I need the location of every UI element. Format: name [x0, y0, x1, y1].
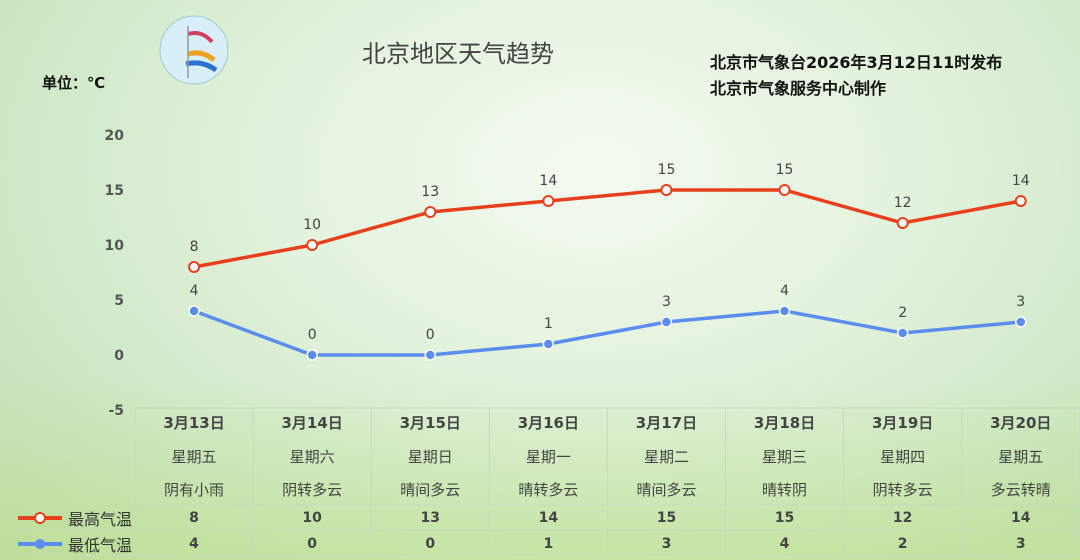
low-temp-point: [1015, 316, 1027, 328]
low-temp-data-label: 2: [898, 305, 907, 321]
high-temp-data-label: 15: [776, 162, 794, 178]
weather-label: 晴转多云: [518, 481, 578, 499]
high-temp-point: [896, 217, 909, 229]
issuer-line-1: 北京市气象台2026年3月12日11时发布: [710, 53, 1003, 72]
high-temp-point: [778, 184, 791, 196]
legend-high-marker-icon: [18, 512, 62, 524]
high-temp-point: [424, 206, 437, 218]
date-label: 3月15日: [400, 414, 461, 432]
high-temp-point: [306, 239, 319, 251]
low-temp-point: [188, 305, 200, 317]
low-temp-data-label: 0: [308, 327, 317, 343]
low-temp-point: [660, 316, 673, 328]
weather-label: 阴转多云: [282, 481, 342, 499]
table-high-value: 15: [775, 510, 794, 526]
table-low-value: 2: [898, 536, 908, 552]
table-high-value: 8: [189, 510, 199, 526]
date-label: 3月19日: [872, 414, 933, 432]
weekday-label: 星期一: [526, 448, 571, 466]
low-temp-data-label: 3: [1016, 294, 1025, 310]
issuer-info: 北京市气象台2026年3月12日11时发布 北京市气象服务中心制作: [710, 50, 1002, 102]
table-high-value: 12: [893, 510, 912, 526]
low-temp-point: [896, 327, 909, 339]
low-temp-data-label: 1: [544, 316, 553, 332]
high-temp-data-label: 13: [421, 184, 439, 200]
date-label: 3月17日: [636, 414, 697, 432]
high-temp-point: [1014, 195, 1027, 207]
high-temp-point: [188, 261, 201, 273]
weather-label: 晴间多云: [400, 481, 460, 499]
high-temp-data-label: 15: [658, 162, 676, 178]
high-temp-data-label: 10: [303, 217, 321, 233]
chart-title: 北京地区天气趋势: [362, 40, 554, 68]
table-low-value: 0: [307, 536, 317, 552]
low-temp-point: [424, 349, 436, 361]
low-temp-data-label: 3: [662, 294, 671, 310]
legend-low-label: 最低气温: [68, 536, 133, 555]
table-high-value: 10: [302, 510, 322, 526]
weekday-label: 星期五: [998, 448, 1043, 466]
low-temp-data-label: 0: [426, 327, 435, 343]
low-temp-point: [306, 349, 318, 361]
y-tick-label: 20: [105, 128, 125, 144]
y-tick-label: 5: [114, 293, 124, 309]
date-label: 3月14日: [281, 414, 342, 432]
high-temp-line: [193, 188, 1022, 269]
table-low-value: 3: [662, 536, 672, 552]
y-tick-label: 15: [105, 183, 124, 199]
issuer-line-2: 北京市气象服务中心制作: [710, 79, 887, 98]
legend-low-marker-icon: [18, 539, 62, 549]
low-temp-line: [193, 309, 1021, 357]
low-temp-data-label: 4: [190, 283, 199, 299]
table-high-value: 14: [1011, 510, 1031, 526]
low-temp-data-label: 4: [780, 283, 789, 299]
high-temp-data-label: 14: [539, 173, 557, 189]
low-temp-point: [542, 338, 555, 350]
weekday-label: 星期六: [290, 448, 335, 466]
high-temp-point: [660, 184, 673, 196]
high-temp-data-label: 12: [894, 195, 912, 211]
table-low-value: 0: [425, 536, 435, 552]
legend-low: 最低气温: [18, 532, 132, 556]
weather-label: 阴有小雨: [164, 481, 224, 499]
table-high-value: 13: [421, 510, 440, 526]
table-low-value: 4: [780, 536, 790, 552]
y-tick-label: 0: [114, 348, 124, 364]
date-label: 3月13日: [163, 414, 224, 432]
legend-high-label: 最高气温: [68, 510, 133, 529]
weekday-label: 星期三: [762, 448, 807, 466]
table-high-value: 15: [657, 510, 676, 526]
table-low-value: 4: [189, 536, 199, 552]
y-tick-label: 10: [105, 238, 125, 254]
high-temp-data-label: 14: [1012, 173, 1030, 189]
weekday-label: 星期四: [880, 448, 925, 466]
weekday-label: 星期二: [644, 448, 689, 466]
date-label: 3月20日: [990, 414, 1051, 432]
y-tick-label: -5: [108, 403, 124, 419]
low-temp-point: [778, 305, 791, 317]
weather-label: 晴间多云: [636, 481, 696, 499]
date-label: 3月18日: [754, 414, 815, 432]
weekday-label: 星期日: [408, 448, 453, 466]
high-temp-data-label: 8: [190, 239, 199, 255]
table-low-value: 3: [1016, 536, 1026, 552]
table-low-value: 1: [543, 536, 553, 552]
date-label: 3月16日: [518, 414, 579, 432]
high-temp-point: [542, 195, 555, 207]
meteorological-service-logo: [159, 15, 229, 85]
table-high-value: 14: [539, 510, 559, 526]
weekday-label: 星期五: [172, 448, 217, 466]
legend-high: 最高气温: [18, 506, 132, 530]
unit-label: 单位：℃: [42, 74, 106, 92]
weather-label: 阴转多云: [873, 481, 933, 499]
weather-label: 晴转阴: [762, 481, 807, 499]
weather-label: 多云转晴: [991, 481, 1051, 499]
